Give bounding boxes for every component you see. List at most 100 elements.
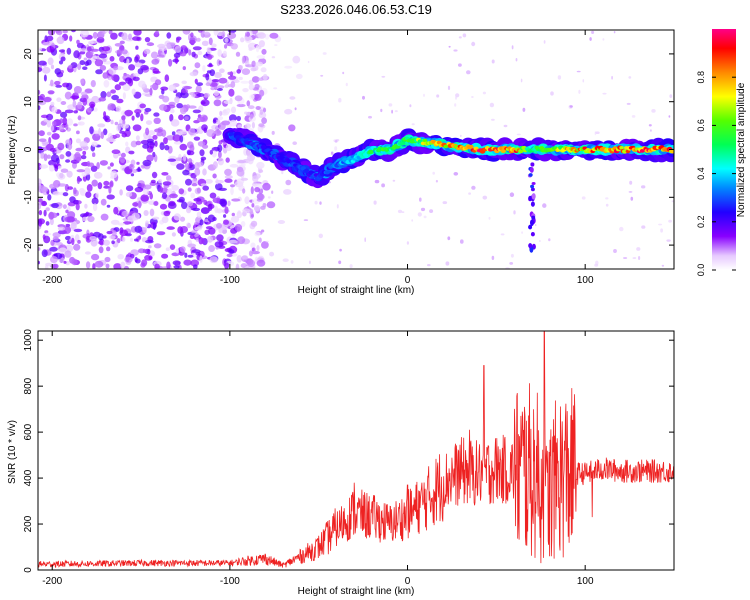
snr-ytick-label: 0 bbox=[23, 567, 34, 573]
spectrogram-noise-blob bbox=[44, 232, 52, 236]
spectrogram-noise-blob bbox=[199, 149, 205, 157]
spectrogram-noise-blob bbox=[56, 30, 63, 36]
spectrogram-noise-blob bbox=[180, 45, 187, 51]
spectrogram-noise-blob bbox=[113, 66, 119, 71]
spectrogram-noise-blob bbox=[64, 216, 73, 223]
spectrogram-noise-blob bbox=[217, 49, 222, 57]
spectrogram-noise-blob bbox=[224, 178, 233, 183]
spectrogram-noise-blob bbox=[520, 78, 523, 83]
spectrogram-noise-blob bbox=[217, 144, 223, 153]
spectrogram-noise-blob bbox=[334, 140, 338, 143]
spectrogram-ridge-blob bbox=[270, 150, 276, 155]
spectrogram-noise-blob bbox=[50, 101, 55, 106]
spectrogram-noise-blob bbox=[539, 240, 541, 242]
spectrogram-noise-blob bbox=[254, 205, 261, 212]
spectrogram-noise-blob bbox=[308, 260, 311, 265]
spectrogram-noise-blob bbox=[196, 82, 203, 86]
spectrogram-noise-blob bbox=[178, 188, 185, 195]
spectrogram-noise-blob bbox=[163, 137, 168, 145]
spectrogram-noise-blob bbox=[250, 67, 257, 72]
spectrogram-xtick-label: -200 bbox=[42, 275, 62, 286]
spectrogram-noise-blob bbox=[134, 225, 143, 233]
spectrogram-noise-blob bbox=[130, 173, 135, 177]
spectrogram-noise-blob bbox=[134, 238, 139, 242]
spectrogram-noise-blob bbox=[38, 89, 41, 95]
spectrogram-noise-blob bbox=[103, 128, 108, 136]
spectrogram-ridge-blob bbox=[304, 168, 309, 173]
spectrogram-noise-blob bbox=[140, 262, 146, 268]
spectrogram-noise-blob bbox=[71, 237, 75, 246]
spectrogram-noise-blob bbox=[90, 48, 99, 52]
spectrogram-noise-blob bbox=[241, 255, 249, 260]
spectrogram-noise-blob bbox=[242, 88, 249, 93]
spectrogram-noise-blob bbox=[196, 211, 202, 218]
spectrogram-noise-blob bbox=[73, 123, 78, 127]
spectrogram-noise-blob bbox=[55, 84, 63, 88]
spectrogram-noise-blob bbox=[345, 82, 348, 87]
spectrogram-noise-blob bbox=[38, 60, 47, 66]
spectrogram-noise-blob bbox=[123, 265, 130, 269]
spectrogram-ytick-label: -10 bbox=[23, 190, 34, 205]
spectrogram-noise-blob bbox=[145, 120, 153, 125]
spectrogram-noise-blob bbox=[295, 73, 303, 79]
spectrogram-noise-blob bbox=[144, 37, 151, 43]
spectrogram-noise-blob bbox=[106, 137, 115, 142]
spectrogram-noise-blob bbox=[447, 85, 451, 90]
spectrogram-noise-blob bbox=[271, 56, 276, 59]
spectrogram-noise-blob bbox=[83, 212, 93, 217]
spectrogram-noise-blob bbox=[81, 155, 87, 160]
spectrogram-noise-blob bbox=[225, 143, 232, 152]
spectrogram-noise-blob bbox=[471, 96, 474, 98]
spectrogram-noise-blob bbox=[132, 36, 141, 41]
spectrogram-noise-blob bbox=[76, 176, 80, 184]
spectrogram-noise-blob bbox=[176, 163, 185, 170]
spectrogram-noise-blob bbox=[218, 60, 222, 65]
spectrogram-noise-blob bbox=[121, 49, 128, 55]
spectrogram-noise-blob bbox=[162, 181, 172, 186]
spectrogram-noise-blob bbox=[119, 229, 129, 237]
spectrogram-noise-blob bbox=[191, 51, 196, 58]
spectrogram-noise-blob bbox=[193, 264, 198, 269]
spectrogram-noise-blob bbox=[173, 265, 180, 269]
spectrogram-noise-blob bbox=[237, 124, 243, 129]
spectrogram-noise-blob bbox=[283, 189, 292, 195]
spectrogram-noise-blob bbox=[50, 64, 55, 70]
spectrogram-noise-blob bbox=[196, 116, 206, 122]
spectrogram-noise-blob bbox=[188, 128, 196, 136]
spectrogram-noise-blob bbox=[107, 166, 111, 170]
spectrogram-noise-blob bbox=[219, 68, 225, 73]
spectrogram-noise-blob bbox=[110, 170, 118, 179]
spectrogram-noise-blob bbox=[38, 130, 45, 137]
spectrogram-streak-blob bbox=[531, 215, 536, 220]
spectrogram-noise-blob bbox=[159, 203, 168, 210]
spectrogram-noise-blob bbox=[521, 231, 523, 235]
spectrogram-noise-blob bbox=[489, 102, 495, 108]
spectrogram-noise-blob bbox=[153, 201, 159, 206]
spectrogram-noise-blob bbox=[149, 141, 155, 149]
spectrogram-noise-blob bbox=[145, 127, 150, 136]
spectrogram-noise-blob bbox=[423, 215, 427, 219]
spectrogram-noise-blob bbox=[189, 39, 196, 45]
spectrogram-noise-blob bbox=[271, 190, 274, 194]
spectrogram-noise-blob bbox=[60, 111, 68, 118]
spectrogram-noise-blob bbox=[436, 94, 440, 98]
spectrogram-noise-blob bbox=[81, 94, 89, 101]
spectrogram-noise-blob bbox=[96, 162, 100, 170]
spectrogram-noise-blob bbox=[131, 115, 135, 121]
spectrogram-noise-blob bbox=[491, 59, 495, 64]
spectrogram-noise-blob bbox=[121, 236, 126, 242]
spectrogram-noise-blob bbox=[187, 158, 193, 164]
spectrogram-noise-blob bbox=[52, 263, 59, 269]
spectrogram-noise-blob bbox=[108, 30, 113, 35]
spectrogram-noise-blob bbox=[182, 66, 186, 71]
spectrogram-noise-blob bbox=[228, 249, 235, 254]
spectrogram-noise-blob bbox=[68, 64, 73, 69]
spectrogram-noise-blob bbox=[185, 178, 192, 186]
spectrogram-noise-blob bbox=[214, 85, 218, 91]
spectrogram-noise-blob bbox=[136, 183, 146, 188]
spectrogram-noise-blob bbox=[142, 227, 147, 234]
spectrogram-noise-blob bbox=[180, 130, 188, 135]
spectrogram-noise-blob bbox=[92, 203, 98, 212]
spectrogram-noise-blob bbox=[119, 40, 125, 45]
figure-title: S233.2026.046.06.53.C19 bbox=[280, 2, 432, 17]
